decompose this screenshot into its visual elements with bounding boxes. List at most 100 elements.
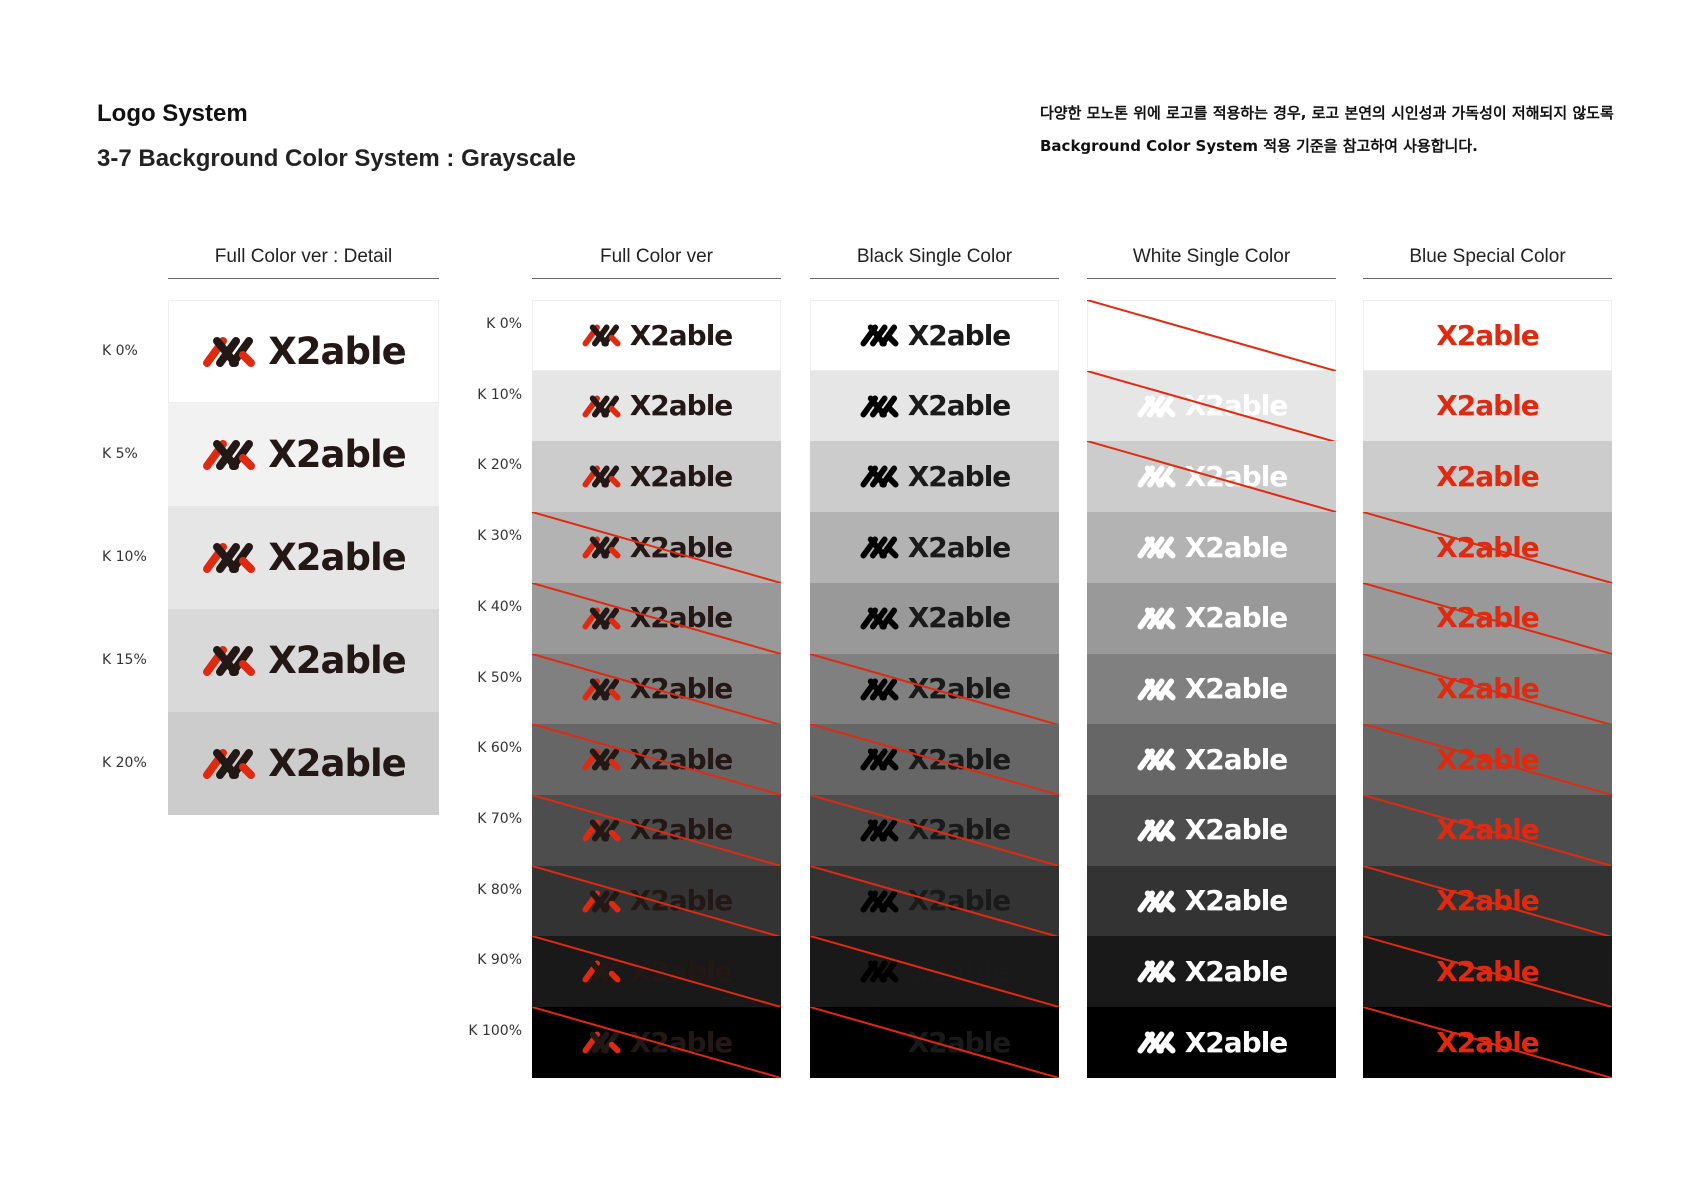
row-label: K 5% — [102, 445, 138, 462]
logo-wordmark: X2able — [1184, 813, 1289, 847]
swatch-cell: X2able — [532, 724, 781, 796]
logo: X2able — [810, 654, 1059, 725]
x2able-stripes-icon — [1137, 678, 1176, 700]
x2able-stripes-icon — [582, 678, 621, 700]
x2able-stripes-icon — [203, 542, 256, 573]
detail-swatch-cell: X2able — [168, 609, 439, 712]
swatch-cell: X2able — [1363, 794, 1612, 866]
logo: X2able — [1363, 300, 1612, 371]
row-label: K 20% — [477, 457, 522, 474]
logo-wordmark: X2able — [268, 433, 407, 476]
logo: X2able — [1363, 441, 1612, 512]
x2able-stripes-icon — [582, 465, 621, 488]
swatch-cell: X2able — [1087, 512, 1336, 584]
logo: X2able — [532, 371, 781, 442]
x2able-stripes-icon — [582, 607, 621, 630]
x2able-stripes-icon — [582, 1031, 621, 1054]
swatch-cell: X2able — [1363, 441, 1612, 513]
logo: X2able — [1363, 866, 1612, 937]
logo: X2able — [810, 936, 1059, 1007]
row-label: K 15% — [102, 651, 147, 668]
logo: X2able — [532, 441, 781, 512]
logo: X2able — [1087, 724, 1336, 795]
logo-wordmark: X2able — [1436, 389, 1540, 423]
logo-wordmark: X2able — [907, 530, 1012, 564]
swatch-cell: X2able — [1363, 512, 1612, 584]
description-line-1: 다양한 모노톤 위에 로고를 적용하는 경우, 로고 본연의 시인성과 가독성이… — [1040, 104, 1614, 122]
swatch-cell: X2able — [810, 794, 1059, 866]
swatch-cell: X2able — [532, 300, 781, 371]
logo-wordmark: X2able — [1184, 954, 1289, 988]
grid-column-header: Black Single Color — [810, 246, 1059, 279]
x2able-stripes-icon — [1137, 748, 1176, 771]
row-label: K 70% — [477, 810, 522, 827]
x2able-stripes-icon — [203, 336, 256, 367]
logo-wordmark: X2able — [1436, 672, 1540, 705]
swatch-cell: X2able — [1363, 724, 1612, 796]
logo-wordmark: X2able — [1184, 530, 1289, 564]
logo-wordmark: X2able — [907, 601, 1012, 635]
logo-wordmark: X2able — [629, 954, 734, 988]
logo: X2able — [168, 300, 439, 403]
logo-wordmark: X2able — [629, 672, 734, 705]
x2able-stripes-icon — [203, 748, 256, 779]
logo: X2able — [1363, 371, 1612, 442]
logo-wordmark: X2able — [1184, 884, 1289, 918]
logo-wordmark: X2able — [1184, 672, 1289, 705]
row-label: K 0% — [102, 342, 138, 359]
x2able-stripes-icon — [860, 536, 899, 559]
x2able-stripes-icon — [860, 678, 899, 700]
swatch-cell: X2able — [1363, 300, 1612, 371]
swatch-cell: X2able — [532, 865, 781, 937]
swatch-cell: X2able — [810, 936, 1059, 1008]
logo-wordmark: X2able — [629, 601, 734, 635]
grid-column-header: Blue Special Color — [1363, 246, 1612, 279]
swatch-cell: X2able — [1363, 582, 1612, 654]
swatch-cell: X2able — [532, 512, 781, 584]
swatch-cell: X2able — [1087, 794, 1336, 866]
logo-wordmark: X2able — [907, 389, 1012, 423]
logo-wordmark: X2able — [1436, 318, 1540, 352]
x2able-stripes-icon — [582, 819, 621, 842]
row-label: K 60% — [477, 740, 522, 757]
x2able-stripes-icon — [1137, 324, 1176, 347]
logo-wordmark: X2able — [629, 459, 734, 493]
logo-wordmark: X2able — [907, 318, 1012, 352]
logo: X2able — [532, 724, 781, 795]
swatch-cell: X2able — [810, 653, 1059, 725]
logo: X2able — [532, 1007, 781, 1078]
x2able-stripes-icon — [203, 439, 256, 470]
x2able-stripes-icon — [203, 645, 256, 676]
grid-column-header: White Single Color — [1087, 246, 1336, 279]
logo: X2able — [1087, 866, 1336, 937]
swatch-cell: X2able — [810, 370, 1059, 442]
swatch-cell: X2able — [810, 300, 1059, 371]
x2able-stripes-icon — [582, 748, 621, 771]
row-label: K 10% — [477, 386, 522, 403]
logo-wordmark: X2able — [907, 954, 1012, 988]
grid-column-header: Full Color ver — [532, 246, 781, 279]
row-label: K 90% — [477, 952, 522, 969]
row-label: K 10% — [102, 548, 147, 565]
logo: X2able — [810, 512, 1059, 583]
swatch-cell: X2able — [1087, 724, 1336, 796]
swatch-cell: X2able — [1087, 936, 1336, 1008]
swatch-cell: X2able — [1363, 1007, 1612, 1078]
logo: X2able — [810, 371, 1059, 442]
logo: X2able — [1087, 512, 1336, 583]
x2able-stripes-icon — [582, 395, 621, 418]
logo: X2able — [168, 609, 439, 712]
detail-column-header: Full Color ver : Detail — [168, 246, 439, 279]
logo: X2able — [168, 712, 439, 815]
logo-wordmark: X2able — [629, 318, 734, 352]
detail-swatch-cell: X2able — [168, 403, 439, 506]
logo: X2able — [1363, 654, 1612, 725]
logo-wordmark: X2able — [907, 672, 1012, 705]
logo-wordmark: X2able — [268, 536, 407, 579]
logo-wordmark: X2able — [629, 1025, 734, 1059]
logo: X2able — [810, 724, 1059, 795]
logo-wordmark: X2able — [1436, 742, 1540, 776]
swatch-cell: X2able — [1087, 865, 1336, 937]
x2able-stripes-icon — [1137, 607, 1176, 630]
swatch-cell: X2able — [532, 441, 781, 513]
